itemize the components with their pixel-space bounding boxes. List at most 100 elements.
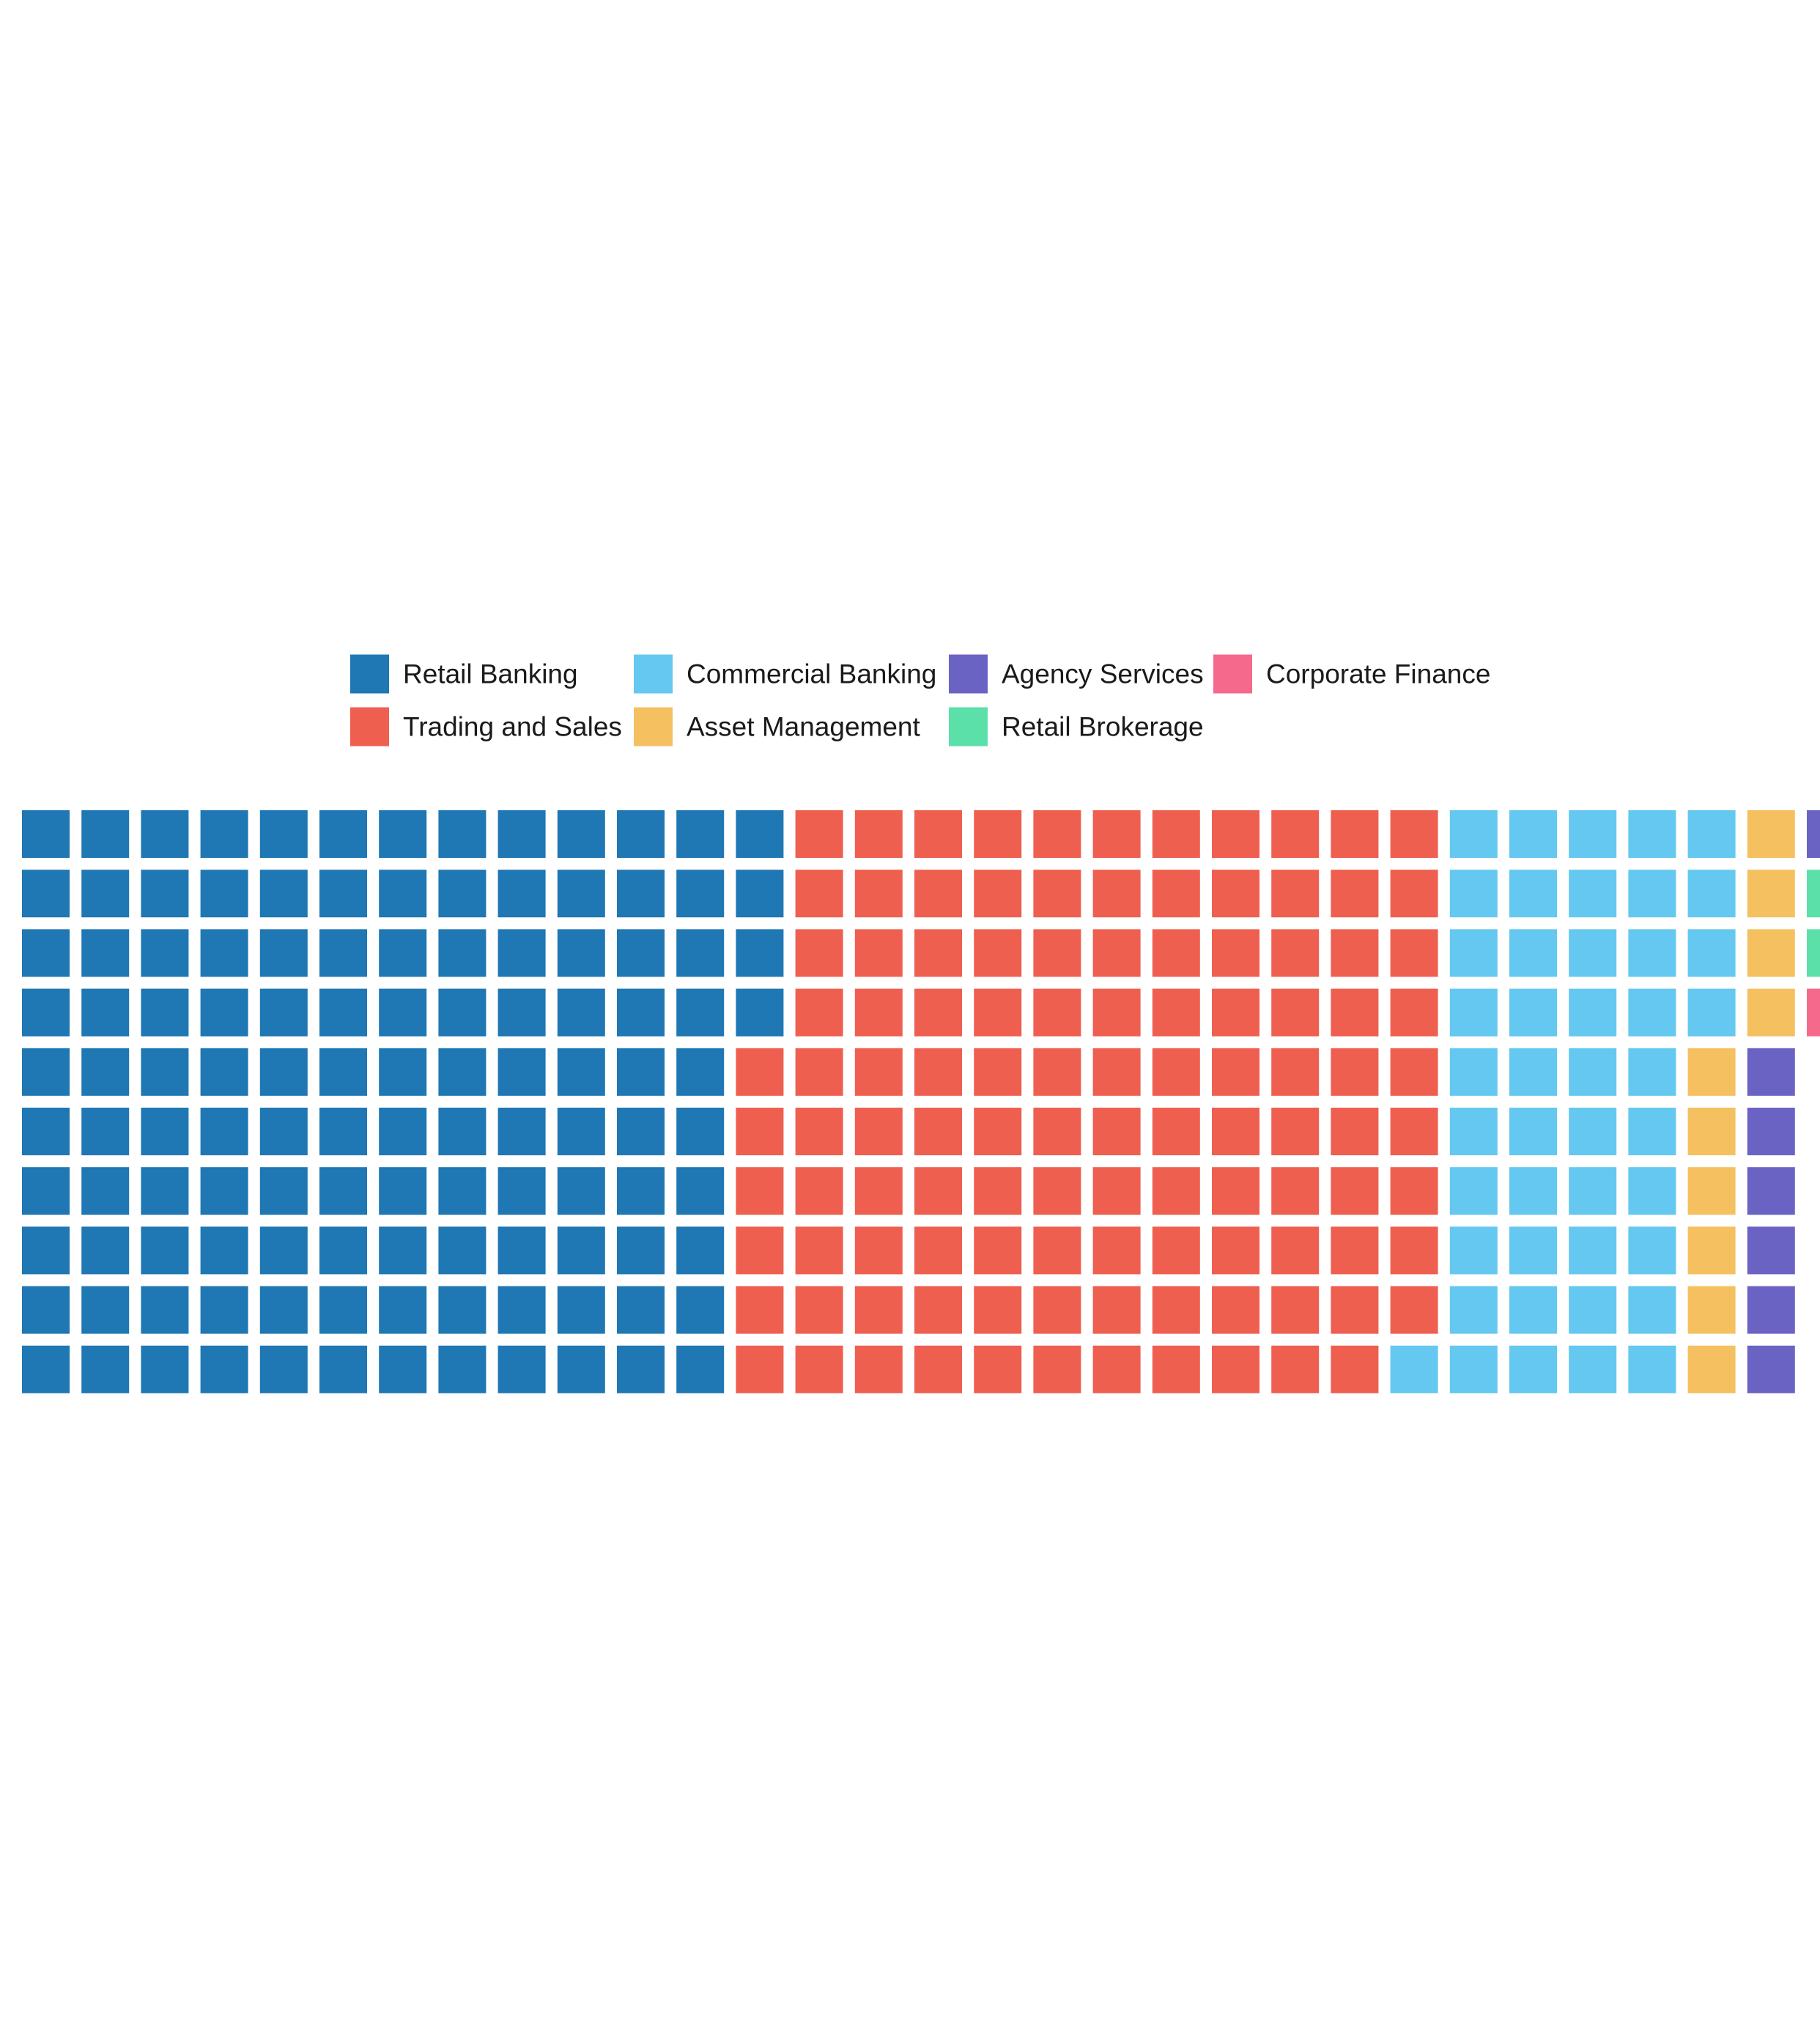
waffle-cell-trading-and-sales (1033, 1167, 1081, 1215)
waffle-cell-commercial-banking (1509, 1167, 1557, 1215)
waffle-cell-trading-and-sales (854, 929, 903, 977)
waffle-cell-trading-and-sales (1033, 988, 1081, 1037)
waffle-cell-trading-and-sales (1331, 1226, 1379, 1275)
waffle-cell-trading-and-sales (974, 1167, 1022, 1215)
waffle-cell-retail-banking (497, 988, 546, 1037)
waffle-cell-retail-banking (141, 988, 189, 1037)
legend-swatch-retail-banking (350, 654, 389, 694)
waffle-cell-agency-services (1747, 1048, 1795, 1096)
waffle-cell-retail-banking (141, 1226, 189, 1275)
waffle-cell-retail-banking (141, 810, 189, 858)
waffle-cell-asset-management (1687, 1108, 1736, 1155)
waffle-cell-trading-and-sales (1390, 1048, 1438, 1096)
waffle-cell-trading-and-sales (1033, 810, 1081, 858)
waffle-cell-retail-banking (497, 1167, 546, 1215)
waffle-cell-retail-banking (617, 810, 665, 858)
waffle-cell-trading-and-sales (1152, 988, 1200, 1037)
waffle-cell-trading-and-sales (736, 1167, 784, 1215)
waffle-cell-retail-banking (319, 1108, 367, 1155)
waffle-cell-retail-banking (200, 988, 248, 1037)
waffle-cell-trading-and-sales (1390, 1167, 1438, 1215)
waffle-cell-retail-banking (497, 1345, 546, 1393)
waffle-cell-retail-banking (557, 810, 605, 858)
waffle-cell-trading-and-sales (1331, 1167, 1379, 1215)
waffle-cell-agency-services (1807, 810, 1820, 858)
waffle-cell-commercial-banking (1628, 1286, 1676, 1334)
waffle-cell-trading-and-sales (854, 1108, 903, 1155)
waffle-cell-retail-banking (557, 870, 605, 918)
waffle-cell-trading-and-sales (1331, 929, 1379, 977)
waffle-cell-trading-and-sales (1212, 1048, 1259, 1096)
waffle-cell-trading-and-sales (1212, 1345, 1259, 1393)
waffle-cell-retail-banking (379, 870, 427, 918)
waffle-cell-retail-banking (200, 810, 248, 858)
waffle-cell-trading-and-sales (1390, 810, 1438, 858)
waffle-cell-retail-banking (497, 1226, 546, 1275)
waffle-cell-retail-banking (676, 870, 725, 918)
waffle-cell-retail-banking (379, 1108, 427, 1155)
waffle-cell-trading-and-sales (1092, 988, 1141, 1037)
waffle-cell-retail-banking (81, 1167, 130, 1215)
waffle-cell-trading-and-sales (1390, 929, 1438, 977)
waffle-cell-commercial-banking (1628, 1167, 1676, 1215)
waffle-cell-retail-banking (379, 1226, 427, 1275)
waffle-cell-trading-and-sales (1212, 1286, 1259, 1334)
waffle-cell-trading-and-sales (1152, 1167, 1200, 1215)
waffle-cell-commercial-banking (1509, 1108, 1557, 1155)
waffle-cell-trading-and-sales (795, 1345, 843, 1393)
waffle-cell-trading-and-sales (1092, 1226, 1141, 1275)
waffle-cell-retail-banking (81, 810, 130, 858)
waffle-cell-retail-banking (497, 1286, 546, 1334)
waffle-cell-trading-and-sales (1212, 1167, 1259, 1215)
waffle-cell-retail-banking (81, 1345, 130, 1393)
waffle-cell-asset-management (1687, 1345, 1736, 1393)
waffle-cell-trading-and-sales (1033, 1108, 1081, 1155)
waffle-cell-retail-banking (617, 1048, 665, 1096)
waffle-cell-retail-banking (319, 988, 367, 1037)
waffle-cell-trading-and-sales (1390, 1286, 1438, 1334)
waffle-cell-retail-banking (259, 1048, 308, 1096)
waffle-cell-retail-banking (81, 988, 130, 1037)
waffle-cell-trading-and-sales (1212, 929, 1259, 977)
waffle-cell-retail-banking (617, 870, 665, 918)
waffle-cell-commercial-banking (1509, 1226, 1557, 1275)
waffle-cell-retail-banking (200, 1167, 248, 1215)
waffle-cell-retail-banking (81, 1226, 130, 1275)
waffle-cell-retail-banking (497, 1108, 546, 1155)
waffle-cell-retail-banking (22, 810, 70, 858)
waffle-cell-commercial-banking (1449, 1048, 1498, 1096)
waffle-cell-commercial-banking (1628, 929, 1676, 977)
waffle-cell-trading-and-sales (795, 988, 843, 1037)
waffle-cell-retail-banking (557, 1345, 605, 1393)
waffle-cell-trading-and-sales (914, 870, 962, 918)
waffle-cell-trading-and-sales (1092, 1048, 1141, 1096)
waffle-cell-retail-banking (259, 988, 308, 1037)
waffle-cell-trading-and-sales (1212, 1226, 1259, 1275)
waffle-cell-commercial-banking (1449, 988, 1498, 1037)
waffle-cell-retail-banking (141, 1048, 189, 1096)
waffle-cell-trading-and-sales (1390, 988, 1438, 1037)
waffle-cell-retail-brokerage (1807, 870, 1820, 918)
waffle-cell-retail-banking (319, 1048, 367, 1096)
waffle-cell-trading-and-sales (1152, 870, 1200, 918)
waffle-cell-trading-and-sales (974, 1345, 1022, 1393)
waffle-cell-trading-and-sales (1152, 1108, 1200, 1155)
waffle-cell-retail-banking (676, 988, 725, 1037)
waffle-cell-trading-and-sales (1271, 1286, 1320, 1334)
waffle-cell-retail-banking (200, 1048, 248, 1096)
waffle-cell-retail-banking (557, 988, 605, 1037)
waffle-cell-trading-and-sales (854, 988, 903, 1037)
waffle-cell-retail-banking (319, 929, 367, 977)
waffle-cell-asset-management (1687, 1286, 1736, 1334)
waffle-cell-retail-banking (259, 1286, 308, 1334)
waffle-cell-retail-banking (438, 1345, 487, 1393)
waffle-cell-agency-services (1747, 1226, 1795, 1275)
waffle-cell-retail-banking (200, 1226, 248, 1275)
waffle-cell-commercial-banking (1449, 810, 1498, 858)
waffle-cell-trading-and-sales (974, 1286, 1022, 1334)
waffle-cell-trading-and-sales (1271, 988, 1320, 1037)
waffle-cell-retail-banking (200, 1345, 248, 1393)
waffle-cell-trading-and-sales (736, 1226, 784, 1275)
waffle-cell-trading-and-sales (795, 1286, 843, 1334)
waffle-cell-trading-and-sales (1331, 870, 1379, 918)
